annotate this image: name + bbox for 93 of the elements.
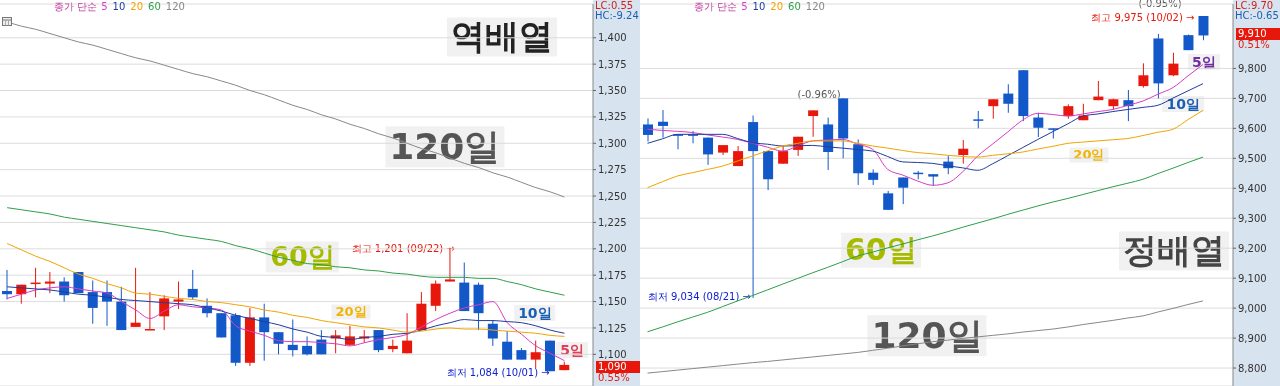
legend-title: 종가 단순 xyxy=(694,1,738,12)
y-tick-label: 1,175 xyxy=(598,269,627,281)
candlestick xyxy=(44,271,55,294)
annotation: 역배열 xyxy=(447,16,558,57)
y-tick-label: 1,350 xyxy=(598,85,627,97)
candlestick xyxy=(173,281,184,310)
annotation: 5일 xyxy=(556,342,589,359)
y-tick-label: 1,150 xyxy=(598,296,627,308)
text: 20 xyxy=(130,1,144,12)
text: 20 xyxy=(770,1,784,12)
candlestick xyxy=(130,267,141,328)
annotation: 정배열 xyxy=(1118,230,1229,271)
candlestick xyxy=(502,330,513,361)
candlestick xyxy=(808,109,819,138)
y-tick-label: 9,400 xyxy=(1238,182,1267,194)
candlestick xyxy=(287,319,298,357)
y-tick-label: 1,375 xyxy=(598,58,627,70)
candlestick xyxy=(958,139,969,165)
line-series xyxy=(6,207,565,296)
line-series xyxy=(647,109,1204,189)
y-tick-label: 1,225 xyxy=(598,216,627,228)
text: 5 xyxy=(101,1,108,12)
y-tick-label: 9,700 xyxy=(1238,92,1267,104)
annotation: (-0.96%) xyxy=(796,89,842,101)
annotation: 최저 1,084 (10/01) → xyxy=(445,367,551,380)
text: 60 xyxy=(148,1,161,12)
candlestick xyxy=(430,279,441,312)
candlestick xyxy=(87,279,98,325)
annotation: 10일 xyxy=(1162,96,1204,113)
legend-title: 종가 단순 xyxy=(54,1,98,12)
y-tick-label: 1,275 xyxy=(598,164,627,176)
text: 10 xyxy=(112,1,126,12)
line-series xyxy=(6,243,565,337)
y-tick-label: 1,200 xyxy=(598,243,627,255)
annotation: 60일 xyxy=(266,241,339,273)
text: 9,910 xyxy=(1236,28,1280,41)
candlestick xyxy=(530,340,541,369)
candlestick xyxy=(402,312,413,354)
candlestick xyxy=(1198,15,1209,41)
annotation: 5일 xyxy=(1188,54,1220,71)
y-tick-label: 8,900 xyxy=(1238,332,1267,344)
candlestick xyxy=(883,190,894,211)
text: 5 xyxy=(741,1,748,12)
y-tick-label: 1,100 xyxy=(598,348,627,360)
text: LC:9.70 xyxy=(1235,0,1274,11)
text: 120 xyxy=(165,1,185,12)
candlestick xyxy=(487,320,498,347)
y-tick-label: 9,300 xyxy=(1238,212,1267,224)
y-tick-label: 9,800 xyxy=(1238,62,1267,74)
candlestick xyxy=(1168,52,1179,77)
text: 120 xyxy=(805,1,825,12)
text: HC:-9.24 xyxy=(595,10,639,21)
candlestick xyxy=(1033,112,1044,138)
text: LC:0.55 xyxy=(595,0,634,11)
y-tick-label: 9,200 xyxy=(1238,242,1267,254)
text: 0.55% xyxy=(597,371,631,384)
candlestick xyxy=(444,247,455,283)
annotation: 최고 9,975 (10/02) → xyxy=(1090,12,1196,24)
y-tick-label: 1,325 xyxy=(598,111,627,123)
text: 0.51% xyxy=(1237,39,1271,52)
text: 1,090 xyxy=(596,360,640,373)
text: HC:-0.65 xyxy=(1235,10,1279,21)
candlestick xyxy=(1138,62,1149,89)
y-tick-label: 1,300 xyxy=(598,137,627,149)
annotation: 120일 xyxy=(385,126,505,168)
y-tick-label: 9,500 xyxy=(1238,152,1267,164)
candlestick xyxy=(1003,83,1014,114)
candlestick xyxy=(898,176,909,205)
candlestick xyxy=(988,98,999,120)
annotation: 20일 xyxy=(331,303,371,320)
line-series xyxy=(647,83,1204,171)
text: 10 xyxy=(752,1,766,12)
y-tick-label: 1,250 xyxy=(598,190,627,202)
y-tick-label: 1,125 xyxy=(598,322,627,334)
candlestick xyxy=(658,109,669,139)
y-tick-label: 1,400 xyxy=(598,32,627,44)
y-tick-label: 8,800 xyxy=(1238,362,1267,374)
candlestick xyxy=(144,291,155,331)
candlestick xyxy=(302,335,313,356)
candlestick xyxy=(259,303,270,362)
text: 60 xyxy=(788,1,801,12)
candlestick xyxy=(187,269,198,300)
candlestick xyxy=(703,137,714,166)
annotation: 10일 xyxy=(514,304,556,322)
annotation: 120일 xyxy=(867,315,987,357)
y-tick-label: 9,600 xyxy=(1238,122,1267,134)
annotation: (-0.95%) xyxy=(1137,0,1183,10)
y-tick-label: 9,000 xyxy=(1238,302,1267,314)
annotation: 최고 1,201 (09/22) → xyxy=(350,243,456,255)
y-tick-label: 9,100 xyxy=(1238,272,1267,284)
line-series xyxy=(647,300,1204,374)
annotation: 20일 xyxy=(1069,146,1109,163)
candlestick xyxy=(2,269,12,300)
